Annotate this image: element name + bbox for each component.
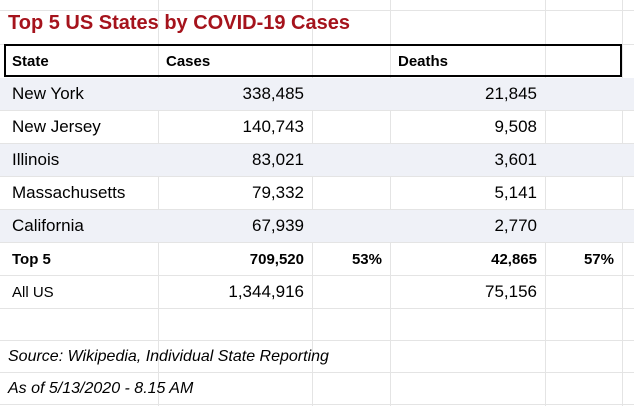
grid-row-line bbox=[0, 242, 634, 243]
state-cell[interactable]: California bbox=[12, 216, 84, 235]
cases-cell[interactable]: 140,743 bbox=[242, 117, 304, 136]
grid-column-line bbox=[158, 0, 159, 406]
grid-column-line bbox=[622, 0, 623, 406]
grid-row-line bbox=[0, 143, 634, 144]
grid-row-line bbox=[0, 404, 634, 405]
table-row: Illinois 83,021 3,601 bbox=[0, 144, 634, 176]
deaths-cell[interactable]: 5,141 bbox=[494, 183, 537, 202]
deaths-cell[interactable]: 2,770 bbox=[494, 216, 537, 235]
grid-column-line bbox=[390, 0, 391, 406]
top5-cases-percent[interactable]: 53% bbox=[351, 250, 382, 268]
grid-row-line bbox=[0, 110, 634, 111]
grid-row-line bbox=[0, 10, 634, 11]
cases-cell[interactable]: 79,332 bbox=[252, 183, 304, 202]
cases-cell[interactable]: 83,021 bbox=[252, 150, 304, 169]
all-us-cases[interactable]: 1,344,916 bbox=[228, 282, 304, 301]
deaths-cell[interactable]: 9,508 bbox=[494, 117, 537, 136]
grid-row-line bbox=[0, 308, 634, 309]
top5-deaths-percent[interactable]: 57% bbox=[583, 250, 614, 268]
header-cases[interactable]: Cases bbox=[166, 53, 211, 70]
header-row: State Cases Deaths bbox=[0, 46, 634, 77]
top5-label[interactable]: Top 5 bbox=[12, 250, 51, 268]
table-row: Massachusetts 79,332 5,141 bbox=[0, 177, 634, 209]
cases-cell[interactable]: 338,485 bbox=[242, 84, 304, 103]
all-us-deaths[interactable]: 75,156 bbox=[485, 282, 537, 301]
top5-cases[interactable]: 709,520 bbox=[249, 250, 304, 268]
header-row-border bbox=[4, 44, 622, 77]
deaths-cell[interactable]: 21,845 bbox=[485, 84, 537, 103]
grid-column-line bbox=[312, 0, 313, 406]
grid-column-line bbox=[545, 0, 546, 406]
grid-row-line bbox=[0, 176, 634, 177]
grid-row-line bbox=[0, 275, 634, 276]
top5-deaths[interactable]: 42,865 bbox=[491, 250, 537, 268]
table-row: New York 338,485 21,845 bbox=[0, 78, 634, 110]
header-deaths[interactable]: Deaths bbox=[398, 53, 449, 70]
grid-row-line bbox=[0, 372, 634, 373]
header-state[interactable]: State bbox=[12, 53, 49, 70]
state-cell[interactable]: New York bbox=[12, 84, 84, 103]
table-row: California 67,939 2,770 bbox=[0, 210, 634, 242]
cases-cell[interactable]: 67,939 bbox=[252, 216, 304, 235]
all-us-label[interactable]: All US bbox=[12, 283, 54, 301]
top5-row: Top 5 709,520 53% 42,865 57% bbox=[0, 243, 634, 275]
as-of-note[interactable]: As of 5/13/2020 - 8.15 AM bbox=[8, 379, 194, 397]
deaths-cell[interactable]: 3,601 bbox=[494, 150, 537, 169]
state-cell[interactable]: Massachusetts bbox=[12, 183, 126, 202]
all-us-row: All US 1,344,916 75,156 bbox=[0, 276, 634, 308]
sheet-title[interactable]: Top 5 US States by COVID-19 Cases bbox=[8, 11, 350, 34]
grid-row-line bbox=[0, 209, 634, 210]
state-cell[interactable]: New Jersey bbox=[12, 117, 101, 136]
state-cell[interactable]: Illinois bbox=[12, 150, 60, 169]
table-row: New Jersey 140,743 9,508 bbox=[0, 111, 634, 143]
grid-row-line bbox=[0, 340, 634, 341]
source-note[interactable]: Source: Wikipedia, Individual State Repo… bbox=[8, 347, 329, 365]
